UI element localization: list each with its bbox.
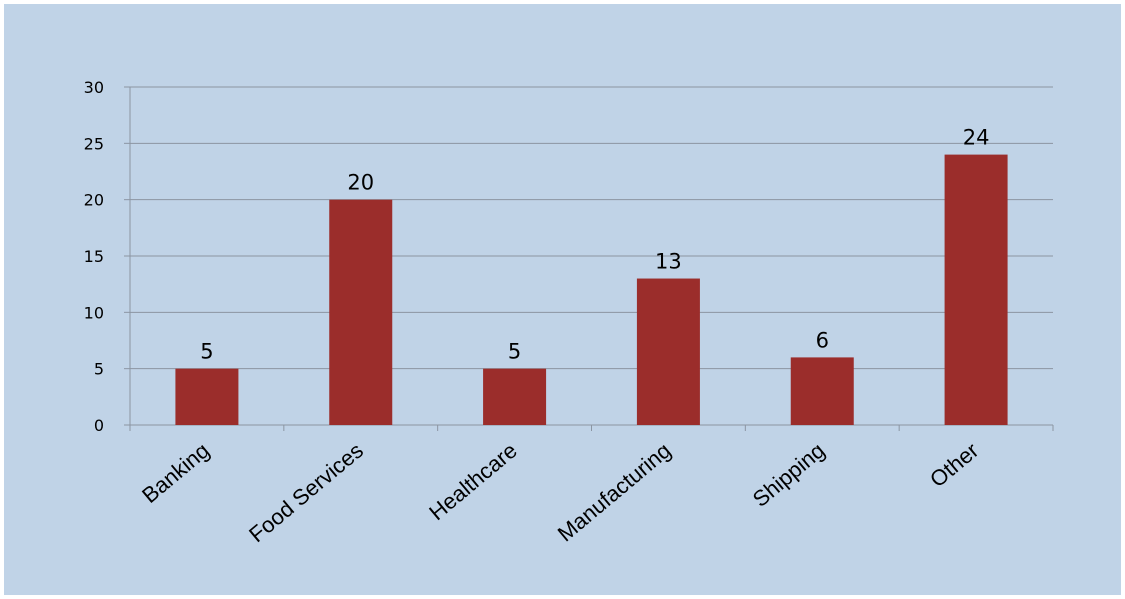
bar-manufacturing — [636, 278, 700, 425]
y-tick-label: 15 — [84, 247, 104, 266]
y-tick-label: 0 — [94, 416, 104, 435]
data-label: 13 — [655, 250, 682, 274]
axes — [124, 86, 1054, 431]
bar-chart: 0 5 10 15 20 25 30 5 Banking 20 Food Services 5 Heal… — [84, 78, 1054, 548]
gridlines — [130, 86, 1053, 370]
y-tick-label: 5 — [94, 360, 104, 379]
x-tick-label: Healthcare — [424, 438, 522, 526]
y-tick-label: 10 — [84, 303, 104, 322]
data-label: 5 — [200, 340, 213, 364]
bar-shipping — [790, 357, 854, 425]
x-tick-label: Manufacturing — [553, 438, 676, 547]
x-tick-label: Other — [925, 438, 983, 493]
y-tick-label: 20 — [84, 191, 104, 210]
bar-other — [944, 154, 1008, 425]
bar-food-services — [329, 199, 393, 425]
data-label: 6 — [816, 328, 829, 352]
data-label: 20 — [347, 171, 374, 195]
data-label: 24 — [963, 126, 990, 150]
bar-banking — [175, 368, 239, 425]
y-tick-label: 30 — [84, 78, 104, 97]
x-tick-label: Banking — [137, 438, 214, 508]
x-tick-label: Shipping — [748, 438, 830, 512]
data-label: 5 — [508, 340, 521, 364]
chart-frame: 0 5 10 15 20 25 30 5 Banking 20 Food Services 5 Heal… — [4, 4, 1121, 595]
x-tick-label: Food Services — [244, 438, 368, 548]
y-tick-label: 25 — [84, 134, 104, 153]
bars — [175, 154, 1008, 425]
bar-healthcare — [483, 368, 547, 425]
